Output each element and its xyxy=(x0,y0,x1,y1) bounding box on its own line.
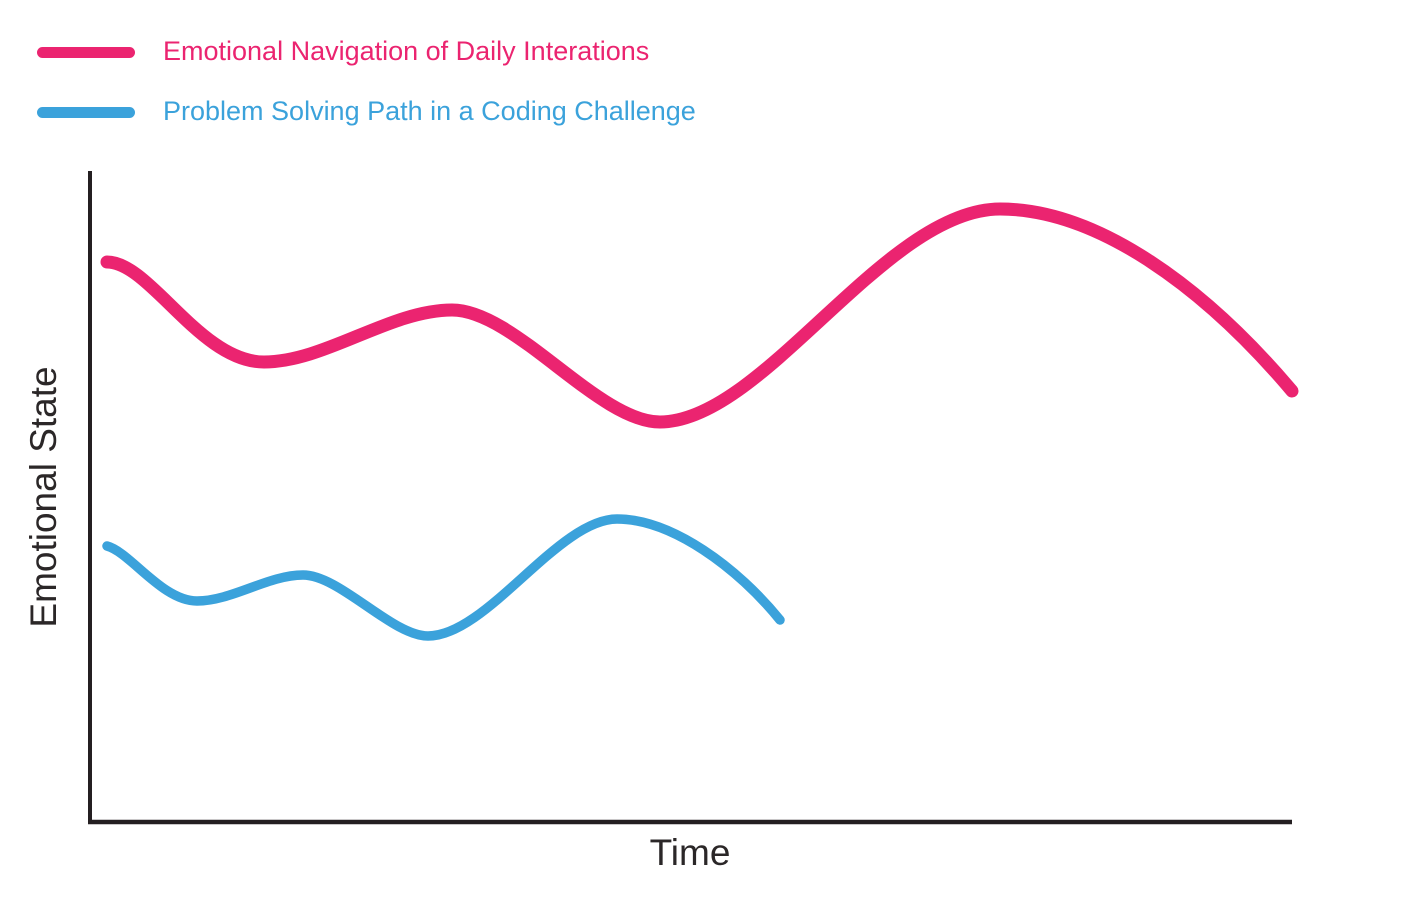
series-line-emotional-navigation xyxy=(100,202,1299,429)
legend-swatch-problem-solving xyxy=(37,107,135,118)
legend-label-problem-solving: Problem Solving Path in a Coding Challen… xyxy=(163,96,696,126)
legend-label-emotional-navigation: Emotional Navigation of Daily Interation… xyxy=(163,36,650,66)
series-line-problem-solving xyxy=(102,514,785,641)
y-axis-title: Emotional State xyxy=(23,366,64,628)
legend-swatch-emotional-navigation xyxy=(37,47,135,58)
x-axis-title: Time xyxy=(649,832,731,873)
